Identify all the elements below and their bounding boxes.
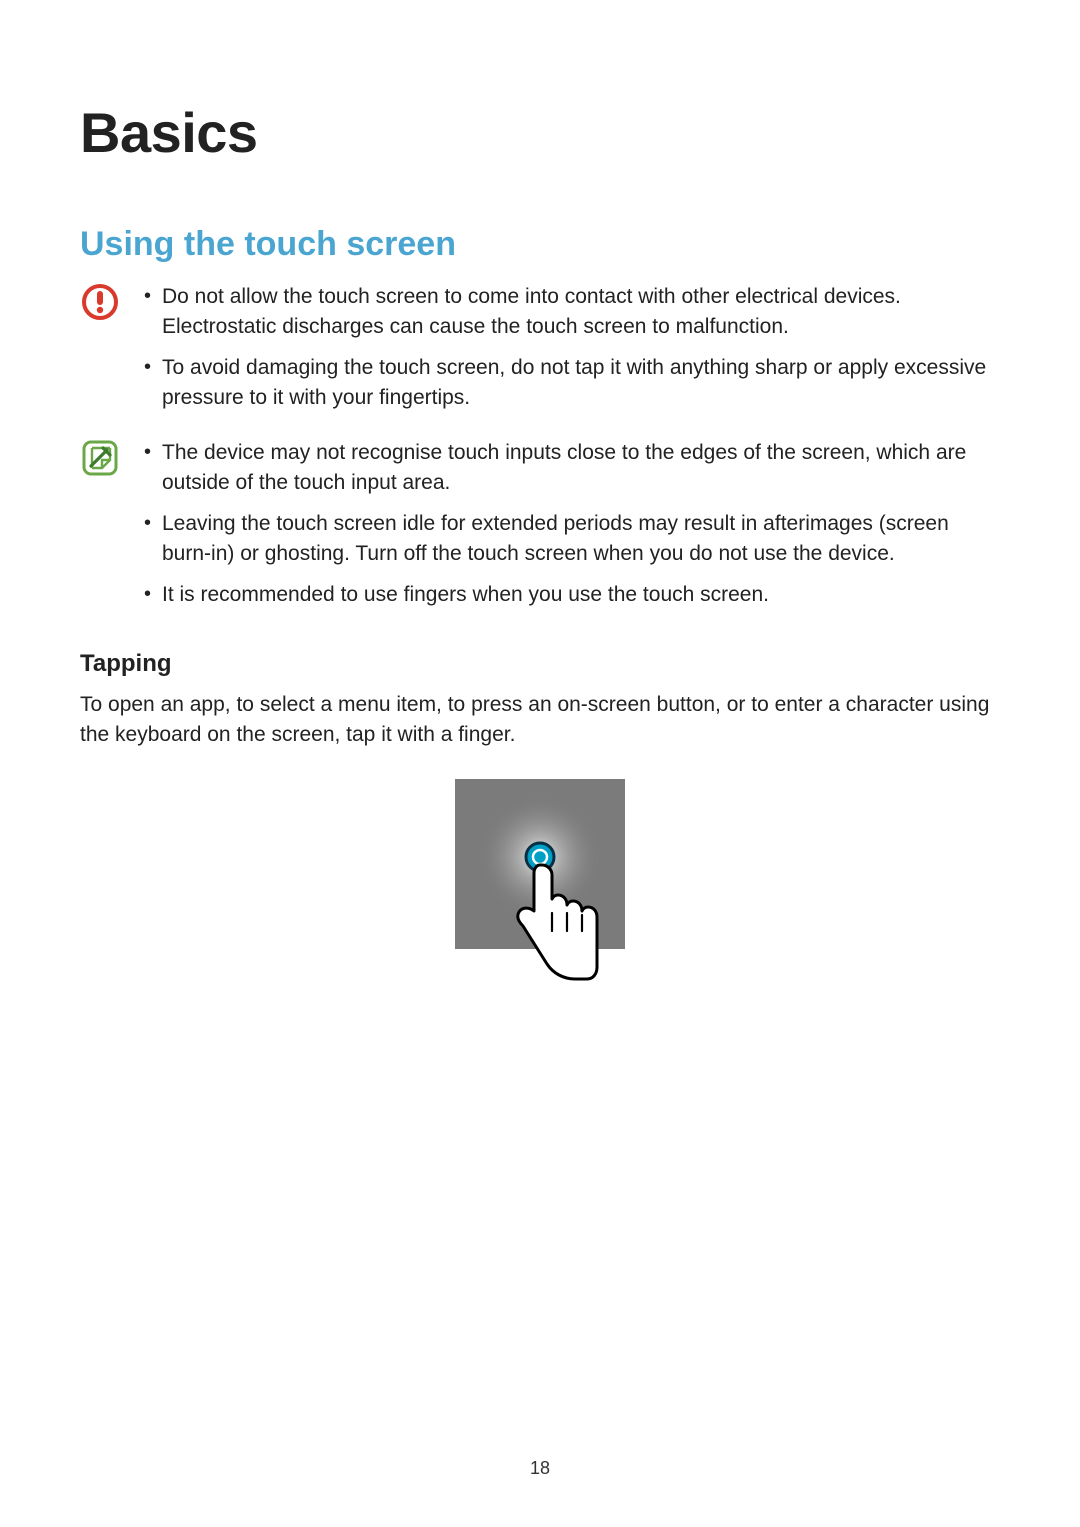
subsection-body: To open an app, to select a menu item, t…: [80, 690, 1000, 751]
caution-icon: [80, 282, 122, 424]
tapping-figure: [80, 779, 1000, 999]
note-item: Leaving the touch screen idle for extend…: [140, 509, 1000, 570]
chapter-title: Basics: [80, 100, 1000, 165]
subsection-title: Tapping: [80, 650, 1000, 678]
note-icon: [80, 438, 122, 620]
page-number: 18: [0, 1458, 1080, 1479]
manual-page: Basics Using the touch screen Do not all…: [0, 0, 1080, 1527]
caution-item: To avoid damaging the touch screen, do n…: [140, 353, 1000, 414]
caution-item: Do not allow the touch screen to come in…: [140, 282, 1000, 343]
section-title: Using the touch screen: [80, 225, 1000, 264]
note-item: It is recommended to use fingers when yo…: [140, 580, 1000, 610]
caution-callout: Do not allow the touch screen to come in…: [80, 282, 1000, 424]
note-callout: The device may not recognise touch input…: [80, 438, 1000, 620]
note-list: The device may not recognise touch input…: [140, 438, 1000, 620]
note-item: The device may not recognise touch input…: [140, 438, 1000, 499]
caution-list: Do not allow the touch screen to come in…: [140, 282, 1000, 424]
